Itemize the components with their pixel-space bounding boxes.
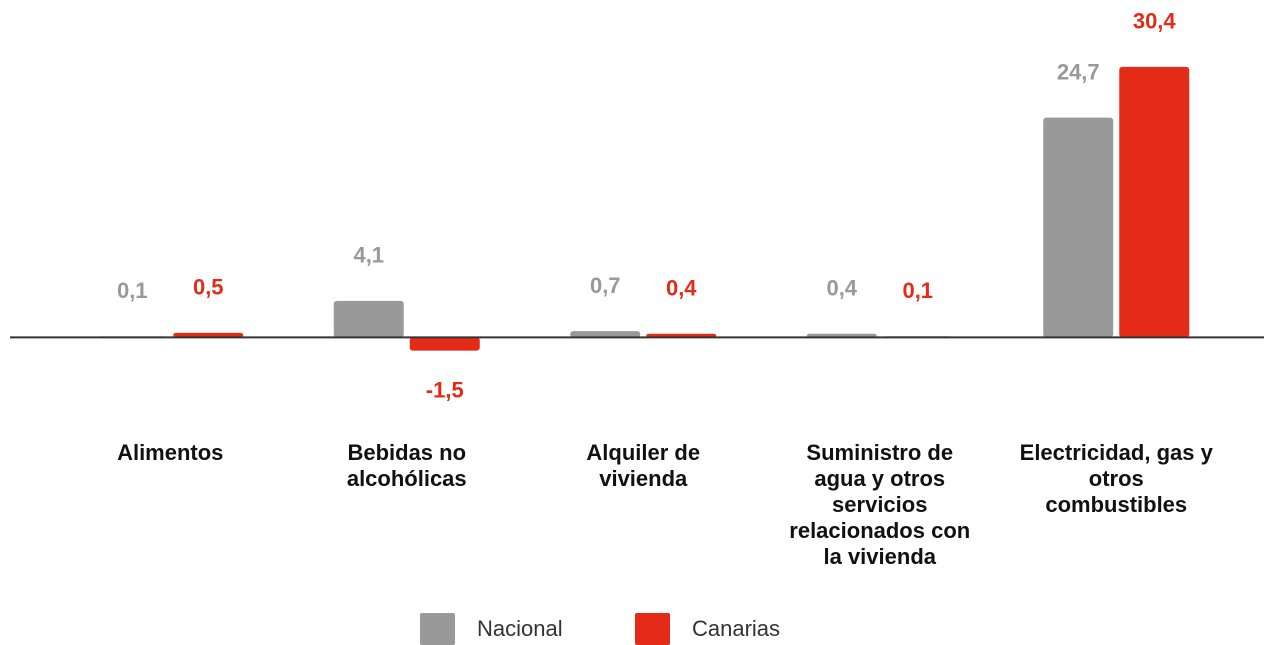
value-label: 0,5 — [193, 275, 224, 300]
value-label: 0,7 — [590, 273, 621, 298]
bar — [570, 331, 641, 338]
bar — [333, 300, 404, 338]
legend-swatch — [420, 613, 455, 645]
value-label: 0,1 — [902, 278, 933, 303]
legend-swatch — [635, 613, 670, 645]
x-tick-label: Electricidad, gas y otros combustibles — [1019, 440, 1213, 517]
value-label: 4,1 — [353, 243, 384, 268]
value-label: -1,5 — [426, 377, 464, 402]
x-tick-label: Bebidas no alcohólicas — [346, 440, 467, 491]
bar — [409, 337, 480, 351]
value-label: 0,4 — [826, 276, 857, 301]
x-tick-label: Suministro de agua y otros servicios rel… — [789, 440, 971, 569]
legend-label: Canarias — [692, 616, 780, 641]
x-tick-label: Alimentos — [117, 440, 224, 465]
x-tick-label: Alquiler de vivienda — [586, 440, 701, 491]
legend-label: Nacional — [477, 616, 563, 641]
value-label: 0,4 — [666, 276, 697, 301]
value-label: 24,7 — [1057, 59, 1100, 84]
bar — [1043, 117, 1114, 338]
bar — [173, 332, 244, 338]
value-label: 0,1 — [117, 278, 148, 303]
value-label: 30,4 — [1133, 9, 1177, 34]
bar — [1119, 66, 1190, 338]
